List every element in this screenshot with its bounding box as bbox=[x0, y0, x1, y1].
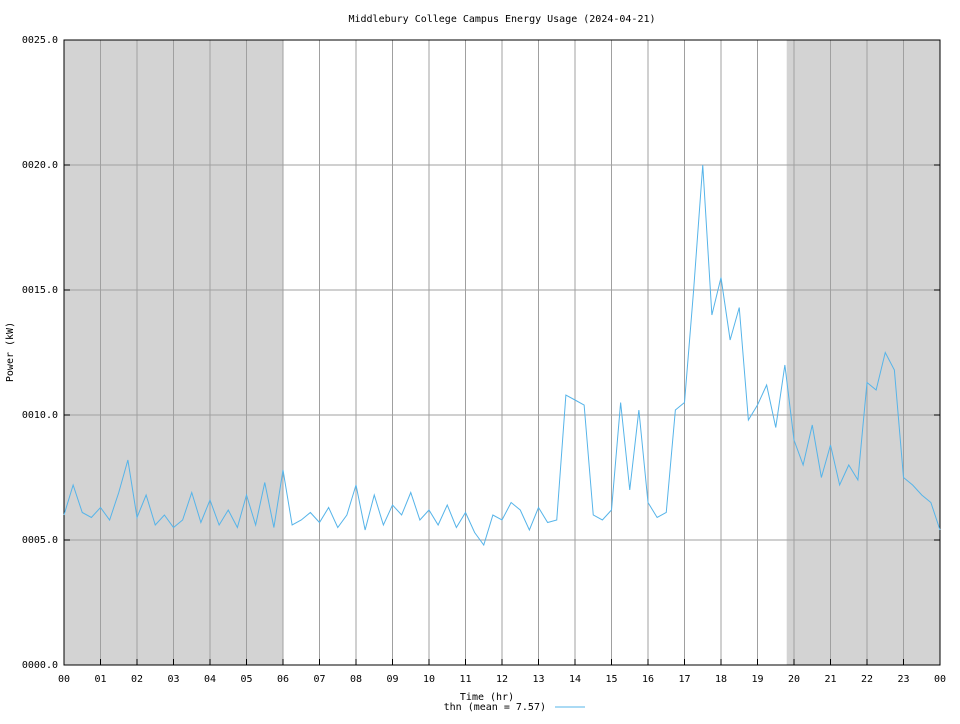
x-tick-label: 13 bbox=[532, 674, 544, 685]
y-tick-label: 0025.0 bbox=[22, 35, 58, 46]
x-tick-label: 17 bbox=[678, 674, 690, 685]
night-shading bbox=[786, 40, 940, 665]
x-tick-label: 12 bbox=[496, 674, 508, 685]
x-tick-label: 01 bbox=[94, 674, 106, 685]
x-tick-label: 07 bbox=[313, 674, 325, 685]
x-tick-label: 11 bbox=[459, 674, 471, 685]
y-tick-label: 0010.0 bbox=[22, 410, 58, 421]
y-tick-label: 0015.0 bbox=[22, 285, 58, 296]
x-tick-label: 21 bbox=[824, 674, 836, 685]
legend-label: thn (mean = 7.57) bbox=[444, 702, 546, 713]
y-tick-label: 0005.0 bbox=[22, 535, 58, 546]
x-tick-label: 14 bbox=[569, 674, 581, 685]
y-tick-label: 0020.0 bbox=[22, 160, 58, 171]
x-axis-label: Time (hr) bbox=[460, 692, 514, 703]
x-tick-label: 09 bbox=[386, 674, 398, 685]
y-axis-label: Power (kW) bbox=[5, 322, 16, 382]
x-tick-label: 18 bbox=[715, 674, 727, 685]
chart-title: Middlebury College Campus Energy Usage (… bbox=[348, 14, 655, 25]
x-tick-label: 00 bbox=[58, 674, 70, 685]
x-tick-label: 04 bbox=[204, 674, 216, 685]
plot-frame bbox=[63, 39, 941, 666]
x-tick-label: 15 bbox=[605, 674, 617, 685]
y-tick-label: 0000.0 bbox=[22, 660, 58, 671]
x-tick-label: 23 bbox=[897, 674, 909, 685]
x-tick-label: 08 bbox=[350, 674, 362, 685]
data-line bbox=[63, 164, 941, 547]
x-tick-label: 03 bbox=[167, 674, 179, 685]
x-tick-label: 02 bbox=[131, 674, 143, 685]
x-tick-label: 10 bbox=[423, 674, 435, 685]
x-tick-label: 06 bbox=[277, 674, 289, 685]
x-tick-label: 16 bbox=[642, 674, 654, 685]
x-tick-label: 19 bbox=[751, 674, 763, 685]
x-tick-label: 00 bbox=[934, 674, 946, 685]
x-tick-label: 05 bbox=[240, 674, 252, 685]
x-tick-label: 22 bbox=[861, 674, 873, 685]
x-tick-label: 20 bbox=[788, 674, 800, 685]
